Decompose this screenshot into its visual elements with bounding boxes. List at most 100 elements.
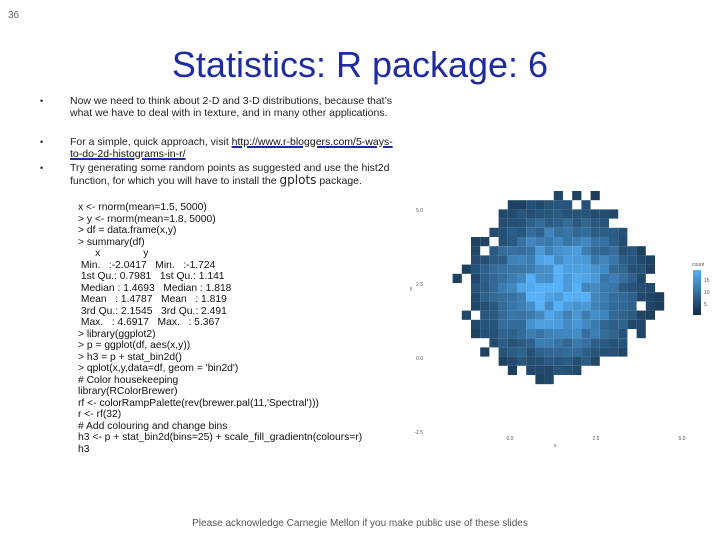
heatmap-cell [618, 255, 628, 265]
heatmap-cell [572, 227, 582, 237]
heatmap-cell [609, 255, 619, 265]
heatmap-cell [618, 273, 628, 283]
heatmap-cell [655, 292, 665, 302]
heatmap-cell [507, 273, 517, 283]
heatmap-cell [507, 264, 517, 274]
heatmap-cell [645, 292, 655, 302]
heatmap-cell [507, 292, 517, 302]
bullet: • Try generating some random points as s… [40, 162, 400, 188]
bullet-text: Now we need to think about 2-D and 3-D d… [70, 95, 392, 120]
heatmap-cell [535, 246, 545, 256]
heatmap-cell [590, 273, 600, 283]
heatmap-cell [645, 301, 655, 311]
heatmap-cell [599, 273, 609, 283]
heatmap-cell [507, 347, 517, 357]
heatmap-cell [489, 310, 499, 320]
heatmap-cell [544, 218, 554, 228]
heatmap-cell [627, 264, 637, 274]
heatmap-cell [535, 310, 545, 320]
heatmap-cell [526, 227, 536, 237]
heatmap-cell [498, 218, 508, 228]
heatmap-cell [572, 191, 582, 201]
heatmap-cell [636, 310, 646, 320]
heatmap-cell [489, 319, 499, 329]
heatmap-cell [553, 319, 563, 329]
heatmap-cell [507, 356, 517, 366]
heatmap-cell [609, 264, 619, 274]
heatmap-cell [609, 292, 619, 302]
heatmap-cell [535, 237, 545, 247]
heatmap-cell [471, 301, 481, 311]
heatmap-cell [535, 292, 545, 302]
heatmap-cell [581, 329, 591, 339]
bullet-text-wrap: For a simple, quick approach, visit http… [70, 136, 400, 161]
heatmap-cell [590, 191, 600, 201]
heatmap-cell [544, 283, 554, 293]
heatmap-plot: y x count 5.0 2.5 0.0 -2.5 0.0 2.5 5.0 15 10 5 [410, 191, 710, 449]
heatmap-cell [581, 246, 591, 256]
heatmap-cell [563, 237, 573, 247]
heatmap-cell [553, 365, 563, 375]
heatmap-cell [609, 273, 619, 283]
heatmap-cell [489, 292, 499, 302]
heatmap-cell [627, 292, 637, 302]
heatmap-cell [480, 283, 490, 293]
heatmap-cell [461, 264, 471, 274]
heatmap-cell [572, 310, 582, 320]
heatmap-cell [618, 283, 628, 293]
heatmap-cell [553, 273, 563, 283]
heatmap-cell [590, 310, 600, 320]
heatmap-cell [553, 255, 563, 265]
heatmap-cell [599, 218, 609, 228]
heatmap-cell [636, 283, 646, 293]
heatmap-cell [471, 273, 481, 283]
heatmap-cell [636, 329, 646, 339]
heatmap-cell [618, 237, 628, 247]
x-tick-label: 2.5 [593, 436, 600, 442]
heatmap-cell [572, 283, 582, 293]
heatmap-cell [517, 273, 527, 283]
heatmap-cells [452, 191, 665, 385]
heatmap-cell [627, 246, 637, 256]
heatmap-cell [526, 200, 536, 210]
heatmap-cell [489, 273, 499, 283]
code-line: Max. : 4.6917 Max. : 5.367 [78, 317, 220, 328]
package-name: gplots [279, 173, 317, 188]
heatmap-cell [590, 227, 600, 237]
heatmap-cell [507, 246, 517, 256]
heatmap-cell [609, 283, 619, 293]
heatmap-cell [507, 301, 517, 311]
heatmap-cell [609, 227, 619, 237]
code-line: # Color housekeeping [78, 374, 179, 386]
heatmap-cell [572, 218, 582, 228]
heatmap-cell [636, 246, 646, 256]
heatmap-cell [599, 209, 609, 219]
heatmap-cell [590, 246, 600, 256]
code-line: > summary(df) [78, 236, 145, 248]
heatmap-cell [599, 292, 609, 302]
heatmap-cell [553, 301, 563, 311]
heatmap-cell [599, 329, 609, 339]
heatmap-cell [535, 365, 545, 375]
code-line: # Add colouring and change bins [78, 420, 228, 432]
heatmap-cell [581, 218, 591, 228]
heatmap-cell [599, 338, 609, 348]
heatmap-cell [489, 246, 499, 256]
heatmap-cell [544, 292, 554, 302]
code-line: r <- rf(32) [78, 409, 122, 420]
heatmap-cell [480, 292, 490, 302]
heatmap-cell [535, 264, 545, 274]
bullet-dot: • [40, 163, 44, 173]
heatmap-cell [590, 329, 600, 339]
bullet-text: For a simple, quick approach, visit [70, 136, 232, 148]
heatmap-cell [526, 209, 536, 219]
heatmap-cell [526, 273, 536, 283]
heatmap-cell [480, 237, 490, 247]
heatmap-cell [590, 347, 600, 357]
heatmap-cell [599, 227, 609, 237]
heatmap-cell [489, 283, 499, 293]
link[interactable]: http://www.r-bloggers.com/5-ways-to-do-2… [70, 136, 393, 161]
heatmap-cell [553, 347, 563, 357]
heatmap-cell [618, 329, 628, 339]
